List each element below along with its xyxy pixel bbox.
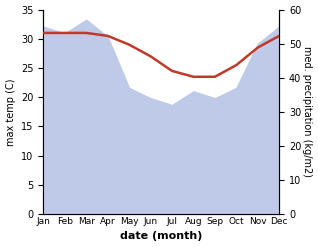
X-axis label: date (month): date (month): [120, 231, 203, 242]
Y-axis label: max temp (C): max temp (C): [5, 78, 16, 145]
Y-axis label: med. precipitation (kg/m2): med. precipitation (kg/m2): [302, 46, 313, 177]
